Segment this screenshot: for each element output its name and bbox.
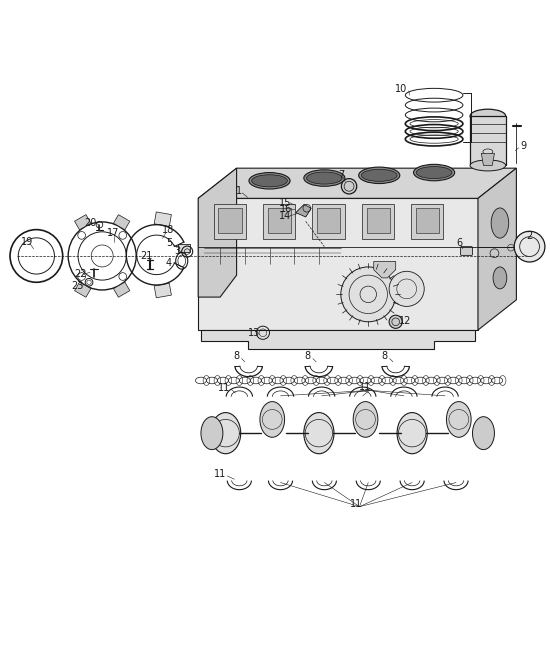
Text: 22: 22 (74, 268, 86, 278)
Polygon shape (198, 168, 236, 297)
Text: 11: 11 (218, 382, 230, 393)
Polygon shape (75, 282, 91, 297)
FancyBboxPatch shape (268, 207, 291, 234)
Text: 2: 2 (526, 231, 533, 241)
Ellipse shape (260, 402, 284, 437)
FancyBboxPatch shape (460, 247, 472, 256)
Circle shape (389, 271, 424, 307)
Text: 8: 8 (382, 352, 388, 362)
Polygon shape (113, 282, 130, 297)
Ellipse shape (414, 164, 455, 180)
Text: 6: 6 (456, 238, 463, 248)
FancyBboxPatch shape (317, 207, 340, 234)
FancyBboxPatch shape (362, 204, 394, 239)
Polygon shape (198, 199, 478, 330)
Ellipse shape (304, 170, 345, 187)
FancyBboxPatch shape (178, 244, 190, 252)
Text: 8: 8 (234, 352, 240, 362)
Text: 15: 15 (279, 198, 291, 208)
Circle shape (342, 178, 357, 194)
Ellipse shape (359, 167, 400, 184)
Text: 1: 1 (236, 187, 243, 196)
Ellipse shape (252, 174, 287, 187)
FancyBboxPatch shape (218, 207, 241, 234)
Text: 11: 11 (350, 499, 362, 509)
Polygon shape (113, 215, 130, 229)
Polygon shape (481, 154, 494, 166)
FancyBboxPatch shape (213, 204, 246, 239)
Circle shape (341, 267, 395, 322)
Ellipse shape (472, 417, 494, 450)
Ellipse shape (249, 172, 290, 189)
Polygon shape (296, 205, 311, 217)
Ellipse shape (397, 413, 427, 454)
Polygon shape (75, 215, 91, 229)
Ellipse shape (491, 208, 509, 238)
Text: 23: 23 (72, 281, 84, 291)
Text: 18: 18 (162, 225, 174, 235)
Polygon shape (478, 168, 516, 330)
Text: 4: 4 (166, 258, 172, 268)
Text: 8: 8 (305, 352, 311, 362)
Polygon shape (374, 262, 395, 278)
Polygon shape (470, 116, 506, 166)
Text: 13: 13 (248, 328, 260, 338)
Circle shape (389, 315, 402, 328)
Polygon shape (201, 330, 475, 349)
Polygon shape (154, 212, 172, 227)
Ellipse shape (361, 169, 397, 181)
Text: 14: 14 (279, 211, 291, 221)
Ellipse shape (211, 413, 241, 454)
Ellipse shape (304, 413, 334, 454)
Text: 12: 12 (399, 316, 412, 326)
Text: 5: 5 (167, 238, 173, 248)
Text: 11: 11 (214, 469, 226, 478)
Text: 17: 17 (107, 228, 119, 238)
Ellipse shape (306, 172, 342, 184)
Ellipse shape (470, 160, 505, 171)
Polygon shape (198, 168, 516, 199)
Text: 20: 20 (84, 218, 96, 228)
Ellipse shape (493, 267, 507, 289)
Text: 11: 11 (359, 382, 372, 391)
Ellipse shape (447, 402, 471, 437)
FancyBboxPatch shape (263, 204, 295, 239)
Ellipse shape (353, 402, 378, 437)
Text: 16: 16 (280, 204, 292, 214)
FancyBboxPatch shape (312, 204, 345, 239)
Circle shape (514, 231, 545, 262)
FancyBboxPatch shape (411, 204, 443, 239)
FancyBboxPatch shape (367, 207, 389, 234)
Ellipse shape (470, 109, 505, 123)
Text: 19: 19 (21, 238, 33, 247)
Text: 21: 21 (140, 251, 152, 261)
Text: 9: 9 (520, 141, 526, 151)
Text: 10: 10 (395, 84, 408, 94)
Polygon shape (154, 283, 172, 298)
FancyBboxPatch shape (416, 207, 439, 234)
Ellipse shape (201, 417, 223, 450)
Text: 3: 3 (174, 246, 180, 256)
Ellipse shape (416, 166, 452, 178)
Text: 7: 7 (338, 170, 344, 180)
